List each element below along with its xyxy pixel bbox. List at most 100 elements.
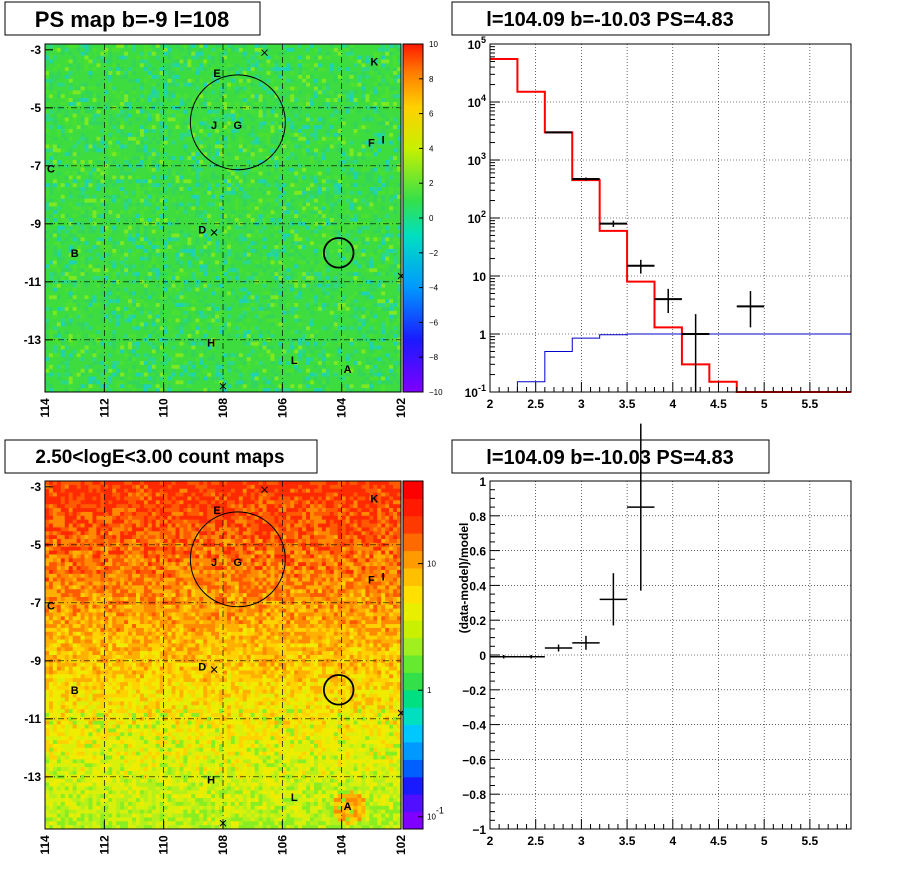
map-pixel xyxy=(211,341,216,346)
map-pixel xyxy=(254,349,259,354)
map-pixel xyxy=(139,179,145,184)
map-pixel xyxy=(219,206,224,211)
map-pixel xyxy=(199,183,204,188)
map-pixel xyxy=(139,125,145,130)
map-pixel xyxy=(215,318,220,323)
map-pixel xyxy=(238,63,244,68)
map-pixel xyxy=(234,287,240,292)
map-pixel xyxy=(116,144,121,149)
map-pixel xyxy=(128,132,133,138)
map-pixel xyxy=(230,140,236,145)
map-pixel xyxy=(112,179,117,184)
map-pixel xyxy=(230,214,236,219)
map-pixel xyxy=(211,90,216,95)
map-pixel xyxy=(128,214,133,219)
map-pixel xyxy=(128,357,133,362)
map-pixel xyxy=(108,71,113,76)
map-pixel xyxy=(128,144,133,149)
map-pixel xyxy=(230,136,236,141)
map-pixel xyxy=(207,67,212,72)
map-pixel xyxy=(238,198,244,203)
map-pixel xyxy=(56,225,62,230)
map-pixel xyxy=(80,368,85,373)
map-pixel xyxy=(223,44,228,49)
map-pixel xyxy=(84,388,89,393)
map-pixel xyxy=(242,318,248,323)
map-pixel xyxy=(104,218,109,223)
map-pixel xyxy=(132,214,137,219)
map-pixel xyxy=(207,388,212,393)
map-pixel xyxy=(143,183,149,188)
map-pixel xyxy=(163,291,168,296)
map-pixel xyxy=(191,86,196,91)
map-pixel xyxy=(159,353,164,358)
map-pixel xyxy=(64,113,70,118)
map-pixel xyxy=(254,98,259,103)
map-pixel xyxy=(108,144,113,149)
map-pixel xyxy=(56,295,62,300)
map-pixel xyxy=(238,140,244,145)
map-pixel xyxy=(207,175,212,180)
map-pixel xyxy=(45,156,50,161)
map-pixel xyxy=(45,291,50,296)
map-pixel xyxy=(139,90,145,95)
map-pixel xyxy=(128,372,133,377)
map-pixel xyxy=(88,59,93,64)
map-pixel xyxy=(108,187,113,192)
map-pixel xyxy=(143,194,149,199)
map-pixel xyxy=(215,345,220,350)
map-pixel xyxy=(223,129,228,134)
map-pixel xyxy=(219,283,224,288)
map-pixel xyxy=(226,98,232,103)
map-pixel xyxy=(60,283,66,288)
map-pixel xyxy=(128,94,133,99)
map-pixel xyxy=(112,368,117,373)
map-pixel xyxy=(120,121,125,126)
map-pixel xyxy=(64,74,70,80)
map-pixel xyxy=(171,272,176,277)
map-pixel xyxy=(207,229,212,234)
map-pixel xyxy=(88,241,93,246)
map-pixel xyxy=(45,44,50,49)
map-pixel xyxy=(128,276,133,281)
map-pixel xyxy=(108,136,113,141)
map-pixel xyxy=(64,206,70,211)
map-pixel xyxy=(132,183,137,188)
map-pixel xyxy=(159,357,164,362)
map-pixel xyxy=(147,256,153,261)
map-pixel xyxy=(112,287,117,292)
map-pixel xyxy=(45,229,50,234)
map-pixel xyxy=(139,55,145,60)
map-pixel xyxy=(258,198,263,203)
map-pixel xyxy=(211,376,216,381)
map-pixel xyxy=(100,121,105,126)
map-pixel xyxy=(52,272,58,277)
map-pixel xyxy=(187,55,192,60)
map-pixel xyxy=(246,136,251,141)
map-pixel xyxy=(238,334,244,339)
map-pixel xyxy=(183,148,188,153)
map-pixel xyxy=(132,67,137,72)
map-pixel xyxy=(254,74,259,80)
map-pixel xyxy=(135,260,141,265)
map-pixel xyxy=(128,167,133,172)
map-pixel xyxy=(179,291,184,296)
map-pixel xyxy=(100,190,105,196)
map-pixel xyxy=(88,190,93,196)
map-pixel xyxy=(215,156,220,161)
map-pixel xyxy=(48,306,54,312)
map-pixel xyxy=(48,152,54,157)
map-pixel xyxy=(230,117,236,122)
map-pixel xyxy=(116,44,121,49)
map-pixel xyxy=(151,74,157,80)
map-pixel xyxy=(143,368,149,373)
map-pixel xyxy=(211,368,216,373)
map-pixel xyxy=(171,245,176,250)
map-pixel xyxy=(230,291,236,296)
map-pixel xyxy=(230,283,236,288)
map-pixel xyxy=(56,287,62,292)
map-pixel xyxy=(187,372,192,377)
map-pixel xyxy=(92,160,97,165)
map-pixel xyxy=(211,279,216,285)
map-pixel xyxy=(139,295,145,300)
